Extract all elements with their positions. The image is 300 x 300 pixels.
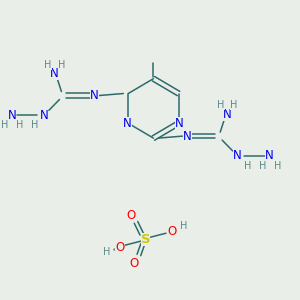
Text: H: H [180,221,187,231]
Text: H: H [259,161,266,171]
Text: N: N [50,67,59,80]
Text: H: H [31,120,38,130]
Text: H: H [230,100,237,110]
Text: S: S [141,233,151,246]
Text: H: H [16,120,23,130]
Text: N: N [223,108,231,121]
Text: N: N [175,117,184,130]
Text: N: N [90,89,99,102]
Text: H: H [44,60,52,70]
Text: H: H [218,100,225,110]
Text: H: H [244,161,251,171]
Text: N: N [123,117,132,130]
Text: H: H [103,247,111,257]
Text: N: N [40,109,48,122]
Text: N: N [233,149,242,162]
Text: H: H [274,161,281,171]
Text: O: O [167,225,176,238]
Text: N: N [8,109,16,122]
Text: H: H [58,60,65,70]
Text: N: N [183,130,192,142]
Text: O: O [129,257,139,270]
Text: N: N [265,149,274,162]
Text: O: O [115,241,124,254]
Text: O: O [127,209,136,222]
Text: H: H [1,120,8,130]
